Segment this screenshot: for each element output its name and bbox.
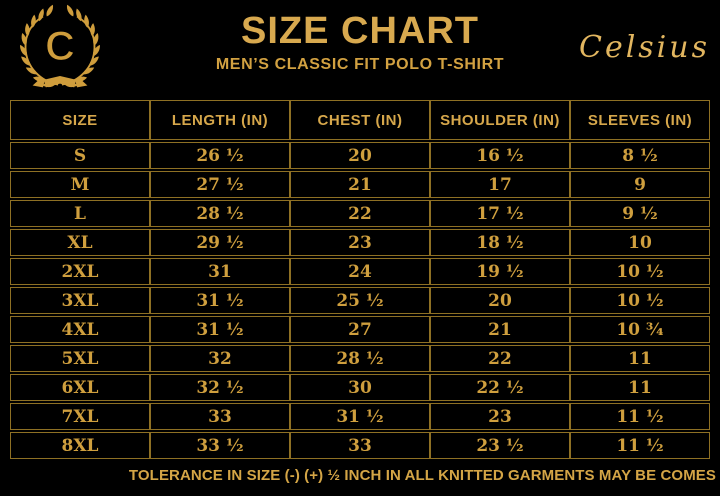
measurement-cell: 21 xyxy=(430,316,570,343)
table-row: 3XL 31 ½ 25 ½ 20 10 ½ xyxy=(10,287,710,314)
size-label-cell: S xyxy=(10,142,150,169)
size-label-cell: 6XL xyxy=(10,374,150,401)
measurement-cell: 32 ½ xyxy=(150,374,290,401)
table-row: 4XL 31 ½ 27 21 10 ¾ xyxy=(10,316,710,343)
brand-logo: C xyxy=(8,4,112,96)
size-label-cell: 8XL xyxy=(10,432,150,459)
measurement-cell: 19 ½ xyxy=(430,258,570,285)
measurement-cell: 31 ½ xyxy=(150,316,290,343)
measurement-cell: 33 xyxy=(290,432,430,459)
measurement-cell: 8 ½ xyxy=(570,142,710,169)
table-row: 7XL 33 31 ½ 23 11 ½ xyxy=(10,403,710,430)
size-label-cell: XL xyxy=(10,229,150,256)
title-block: SIZE CHART MEN’S CLASSIC FIT POLO T-SHIR… xyxy=(0,0,720,74)
measurement-cell: 10 xyxy=(570,229,710,256)
column-header-sleeves: SLEEVES (IN) xyxy=(570,100,710,140)
table-row: 5XL 32 28 ½ 22 11 xyxy=(10,345,710,372)
page-title: SIZE CHART xyxy=(241,10,479,52)
table-row: XL 29 ½ 23 18 ½ 10 xyxy=(10,229,710,256)
measurement-cell: 18 ½ xyxy=(430,229,570,256)
measurement-cell: 11 xyxy=(570,345,710,372)
measurement-cell: 27 xyxy=(290,316,430,343)
page-header: C SIZE CHART MEN’S CLASSIC FIT POLO T-SH… xyxy=(0,0,720,98)
table-row: 2XL 31 24 19 ½ 10 ½ xyxy=(10,258,710,285)
measurement-cell: 23 xyxy=(290,229,430,256)
size-label-cell: 2XL xyxy=(10,258,150,285)
column-header-shoulder: SHOULDER (IN) xyxy=(430,100,570,140)
measurement-cell: 23 xyxy=(430,403,570,430)
measurement-cell: 28 ½ xyxy=(290,345,430,372)
measurement-cell: 10 ½ xyxy=(570,287,710,314)
measurement-cell: 9 xyxy=(570,171,710,198)
measurement-cell: 32 xyxy=(150,345,290,372)
measurement-cell: 16 ½ xyxy=(430,142,570,169)
measurement-cell: 23 ½ xyxy=(430,432,570,459)
brand-name: Celsius xyxy=(578,30,710,65)
size-label-cell: 3XL xyxy=(10,287,150,314)
measurement-cell: 33 ½ xyxy=(150,432,290,459)
measurement-cell: 11 xyxy=(570,374,710,401)
measurement-cell: 25 ½ xyxy=(290,287,430,314)
measurement-cell: 17 xyxy=(430,171,570,198)
size-table: SIZE LENGTH (IN) CHEST (IN) SHOULDER (IN… xyxy=(10,98,710,461)
table-row: 6XL 32 ½ 30 22 ½ 11 xyxy=(10,374,710,401)
measurement-cell: 22 xyxy=(290,200,430,227)
table-row: M 27 ½ 21 17 9 xyxy=(10,171,710,198)
header-row: SIZE LENGTH (IN) CHEST (IN) SHOULDER (IN… xyxy=(10,100,710,140)
size-table-header: SIZE LENGTH (IN) CHEST (IN) SHOULDER (IN… xyxy=(10,100,710,140)
measurement-cell: 33 xyxy=(150,403,290,430)
measurement-cell: 10 ¾ xyxy=(570,316,710,343)
measurement-cell: 24 xyxy=(290,258,430,285)
measurement-cell: 22 xyxy=(430,345,570,372)
measurement-cell: 20 xyxy=(430,287,570,314)
measurement-cell: 22 ½ xyxy=(430,374,570,401)
size-label-cell: 7XL xyxy=(10,403,150,430)
measurement-cell: 26 ½ xyxy=(150,142,290,169)
size-label-cell: 4XL xyxy=(10,316,150,343)
ribbon-banner xyxy=(43,76,77,88)
column-header-length: LENGTH (IN) xyxy=(150,100,290,140)
measurement-cell: 31 ½ xyxy=(290,403,430,430)
measurement-cell: 31 ½ xyxy=(150,287,290,314)
column-header-size: SIZE xyxy=(10,100,150,140)
measurement-cell: 11 ½ xyxy=(570,432,710,459)
measurement-cell: 20 xyxy=(290,142,430,169)
size-label-cell: 5XL xyxy=(10,345,150,372)
measurement-cell: 11 ½ xyxy=(570,403,710,430)
page-subtitle: MEN’S CLASSIC FIT POLO T-SHIRT xyxy=(215,55,505,73)
measurement-cell: 28 ½ xyxy=(150,200,290,227)
size-label-cell: L xyxy=(10,200,150,227)
measurement-cell: 21 xyxy=(290,171,430,198)
measurement-cell: 10 ½ xyxy=(570,258,710,285)
size-label-cell: M xyxy=(10,171,150,198)
measurement-cell: 31 xyxy=(150,258,290,285)
measurement-cell: 30 xyxy=(290,374,430,401)
column-header-chest: CHEST (IN) xyxy=(290,100,430,140)
tolerance-note: TOLERANCE IN SIZE (-) (+) ½ INCH IN ALL … xyxy=(128,467,716,484)
laurel-wreath-icon: C xyxy=(17,4,112,96)
measurement-cell: 9 ½ xyxy=(570,200,710,227)
table-row: 8XL 33 ½ 33 23 ½ 11 ½ xyxy=(10,432,710,459)
measurement-cell: 27 ½ xyxy=(150,171,290,198)
measurement-cell: 29 ½ xyxy=(150,229,290,256)
measurement-cell: 17 ½ xyxy=(430,200,570,227)
logo-letter: C xyxy=(45,22,75,69)
